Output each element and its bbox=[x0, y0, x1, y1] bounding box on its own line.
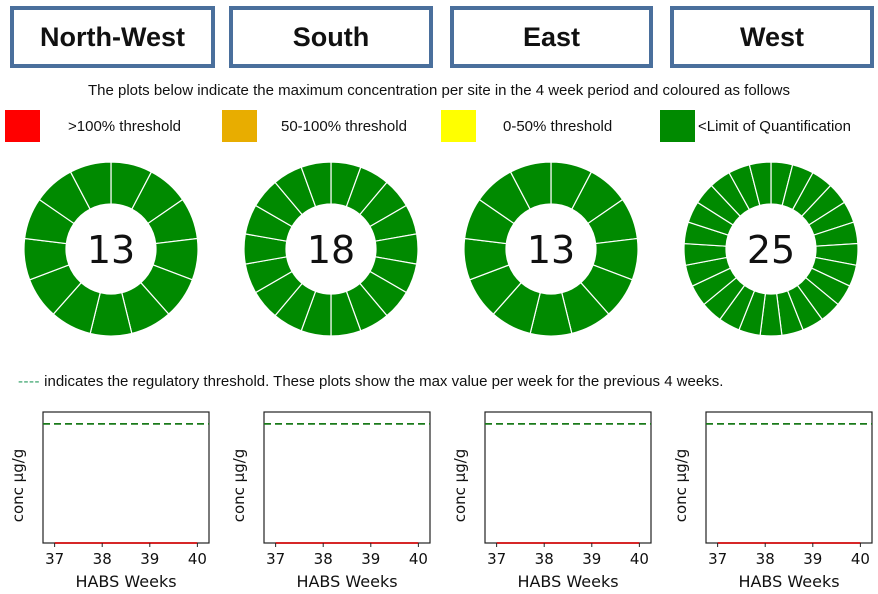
y-axis-label: conc µg/g bbox=[9, 449, 27, 523]
donut-segment bbox=[69, 161, 112, 210]
donut-center-label: 18 bbox=[307, 228, 355, 272]
legend-swatch-50-100 bbox=[222, 110, 257, 142]
line-chart-north-west: 37 38 39 40 HABS Weeks conc µg/g bbox=[9, 411, 210, 591]
donut-segment bbox=[509, 161, 552, 210]
donut-segment bbox=[748, 161, 772, 207]
plot-frame bbox=[263, 411, 431, 544]
region-title: South bbox=[292, 21, 370, 52]
region-box-south: South bbox=[229, 6, 433, 68]
y-axis-label: conc µg/g bbox=[672, 449, 690, 523]
donut-chart-east: 13 bbox=[463, 161, 639, 337]
x-tick-label: 40 bbox=[851, 550, 870, 568]
donut-segment bbox=[300, 161, 332, 208]
plot-frame bbox=[705, 411, 873, 544]
donut-center-label: 13 bbox=[527, 228, 575, 272]
threshold-note-text: indicates the regulatory threshold. Thes… bbox=[39, 373, 724, 390]
legend-label-0-50: 0-50% threshold bbox=[503, 118, 613, 135]
line-chart-west: 37 38 39 40 HABS Weeks conc µg/g bbox=[672, 411, 873, 591]
x-tick-label: 38 bbox=[93, 550, 112, 568]
x-tick-label: 39 bbox=[140, 550, 159, 568]
donut-chart-west: 25 bbox=[683, 161, 859, 337]
region-title: West bbox=[739, 21, 805, 52]
x-tick-label: 37 bbox=[45, 550, 64, 568]
donut-center-label: 13 bbox=[87, 228, 135, 272]
intro-text: The plots below indicate the maximum con… bbox=[87, 82, 791, 99]
donut-center-label: 25 bbox=[747, 228, 795, 272]
region-box-west: West bbox=[670, 6, 874, 68]
legend-label-loq: <Limit of Quantification bbox=[698, 118, 851, 135]
x-axis-label: HABS Weeks bbox=[738, 572, 839, 591]
x-axis-label: HABS Weeks bbox=[296, 572, 397, 591]
plot-frame bbox=[484, 411, 652, 544]
x-tick-label: 37 bbox=[708, 550, 727, 568]
x-tick-label: 39 bbox=[582, 550, 601, 568]
legend-swatch-0-50 bbox=[441, 110, 476, 142]
threshold-dash-sample: ---- bbox=[18, 373, 40, 390]
line-chart-south: 37 38 39 40 HABS Weeks conc µg/g bbox=[230, 411, 431, 591]
plot-frame bbox=[42, 411, 210, 544]
x-tick-label: 38 bbox=[756, 550, 775, 568]
legend-swatch-over-threshold bbox=[5, 110, 40, 142]
x-axis-label: HABS Weeks bbox=[75, 572, 176, 591]
x-tick-label: 37 bbox=[487, 550, 506, 568]
x-tick-label: 40 bbox=[630, 550, 649, 568]
threshold-note: ---- indicates the regulatory threshold.… bbox=[18, 373, 723, 390]
x-tick-label: 40 bbox=[188, 550, 207, 568]
region-title: North-West bbox=[40, 21, 185, 52]
donut-chart-south: 18 bbox=[243, 161, 419, 337]
y-axis-label: conc µg/g bbox=[451, 449, 469, 523]
x-tick-label: 39 bbox=[361, 550, 380, 568]
legend-label-over-threshold: >100% threshold bbox=[68, 118, 181, 135]
x-axis-label: HABS Weeks bbox=[517, 572, 618, 591]
x-tick-label: 38 bbox=[314, 550, 333, 568]
x-tick-label: 38 bbox=[535, 550, 554, 568]
legend-label-50-100: 50-100% threshold bbox=[281, 118, 407, 135]
region-title: East bbox=[522, 21, 581, 52]
region-box-east: East bbox=[450, 6, 653, 68]
region-box-north-west: North-West bbox=[10, 6, 215, 68]
x-tick-label: 39 bbox=[803, 550, 822, 568]
x-tick-label: 37 bbox=[266, 550, 285, 568]
x-tick-label: 40 bbox=[409, 550, 428, 568]
donut-chart-north-west: 13 bbox=[23, 161, 199, 337]
line-chart-east: 37 38 39 40 HABS Weeks conc µg/g bbox=[451, 411, 652, 591]
y-axis-label: conc µg/g bbox=[230, 449, 248, 523]
legend-swatch-loq bbox=[660, 110, 695, 142]
